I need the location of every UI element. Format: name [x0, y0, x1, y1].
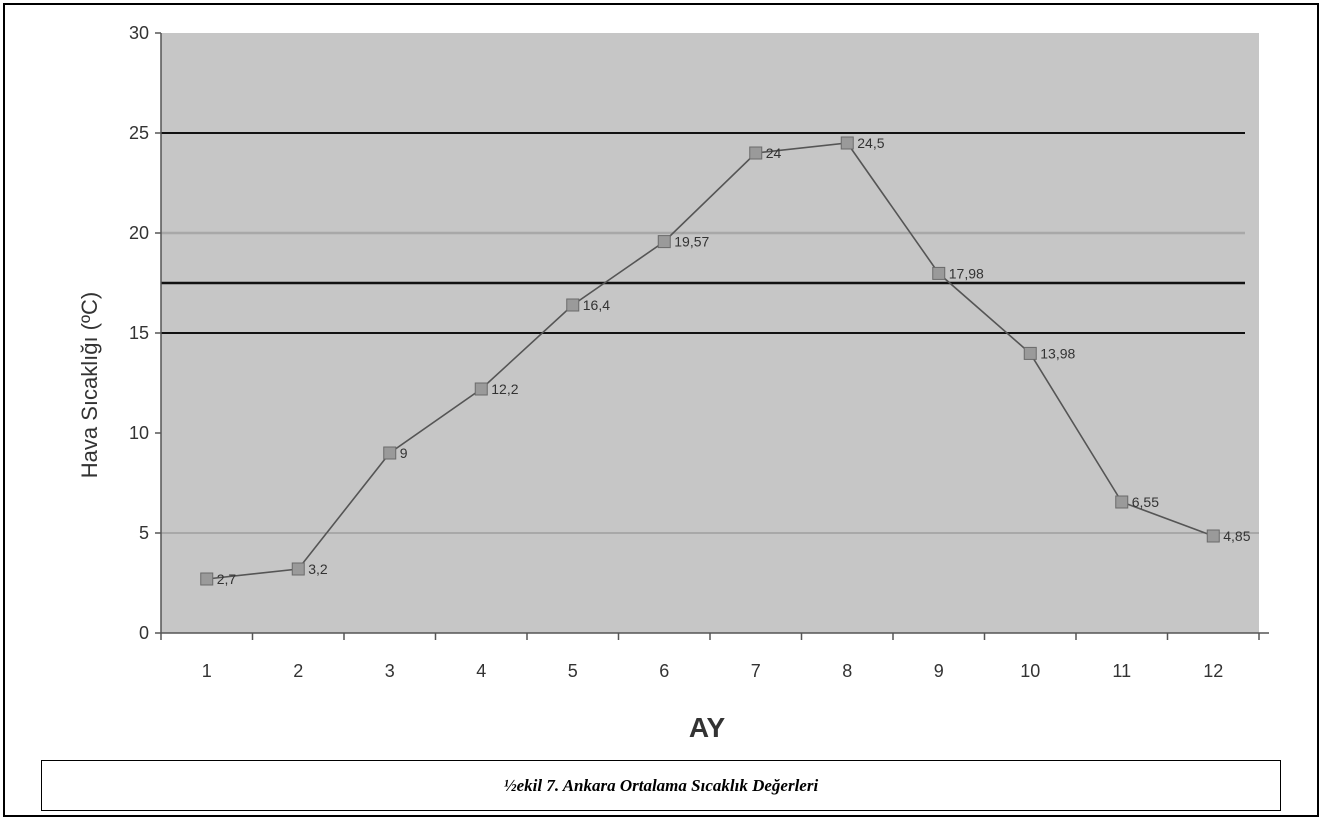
x-tick-label: 2: [293, 661, 303, 681]
x-tick-label: 4: [476, 661, 486, 681]
x-tick-label: 8: [842, 661, 852, 681]
data-point-marker: [1206, 529, 1220, 543]
data-point-marker: [932, 266, 946, 280]
data-point-marker: [1115, 495, 1129, 509]
x-axis-title: AY: [689, 712, 726, 743]
data-label: 24: [766, 145, 782, 161]
data-label: 3,2: [308, 561, 328, 577]
y-tick-label: 25: [129, 123, 149, 143]
x-tick-label: 11: [1112, 661, 1131, 681]
data-point-marker: [474, 382, 488, 396]
y-axis-title: Hava Sıcaklığı (ºC): [77, 292, 102, 479]
x-tick-label: 5: [568, 661, 578, 681]
series-line: [206, 142, 1214, 580]
y-tick-label: 0: [139, 623, 149, 643]
x-tick-label: 10: [1020, 661, 1040, 681]
y-tick-label: 20: [129, 223, 149, 243]
data-label: 16,4: [583, 297, 610, 313]
x-tick-label: 6: [659, 661, 669, 681]
x-tick-label: 3: [385, 661, 395, 681]
y-tick-label: 15: [129, 323, 149, 343]
x-tick-label: 1: [202, 661, 212, 681]
data-label: 24,5: [857, 135, 884, 151]
data-label: 13,98: [1040, 345, 1075, 361]
data-point-marker: [291, 562, 305, 576]
data-label: 12,2: [491, 381, 518, 397]
figure-caption-box: ½ekil 7. Ankara Ortalama Sıcaklık Değerl…: [41, 760, 1281, 811]
x-tick-label: 12: [1203, 661, 1223, 681]
data-label: 4,85: [1223, 528, 1250, 544]
figure-caption: ½ekil 7. Ankara Ortalama Sıcaklık Değerl…: [503, 775, 819, 795]
y-tick-label: 5: [139, 523, 149, 543]
figure-frame: 0 5 10 15 20 25 30 1 2 3 4 5 6 7 8 9 10 11 12 2,7 3,2 9 12,2 1…: [3, 3, 1319, 817]
x-tick-label: 9: [934, 661, 944, 681]
data-point-marker: [566, 298, 580, 312]
data-point-marker: [1023, 346, 1037, 360]
data-point-marker: [200, 572, 214, 586]
y-tick-label: 10: [129, 423, 149, 443]
data-label: 19,57: [674, 234, 709, 250]
data-point-marker: [383, 446, 397, 460]
data-label: 9: [400, 445, 408, 461]
x-tick-label: 7: [751, 661, 761, 681]
y-tick-label: 30: [129, 23, 149, 43]
data-label: 6,55: [1132, 494, 1159, 510]
data-point-marker: [749, 146, 763, 160]
data-point-marker: [840, 136, 854, 150]
data-point-marker: [657, 235, 671, 249]
data-label: 17,98: [949, 265, 984, 281]
data-label: 2,7: [217, 571, 237, 587]
